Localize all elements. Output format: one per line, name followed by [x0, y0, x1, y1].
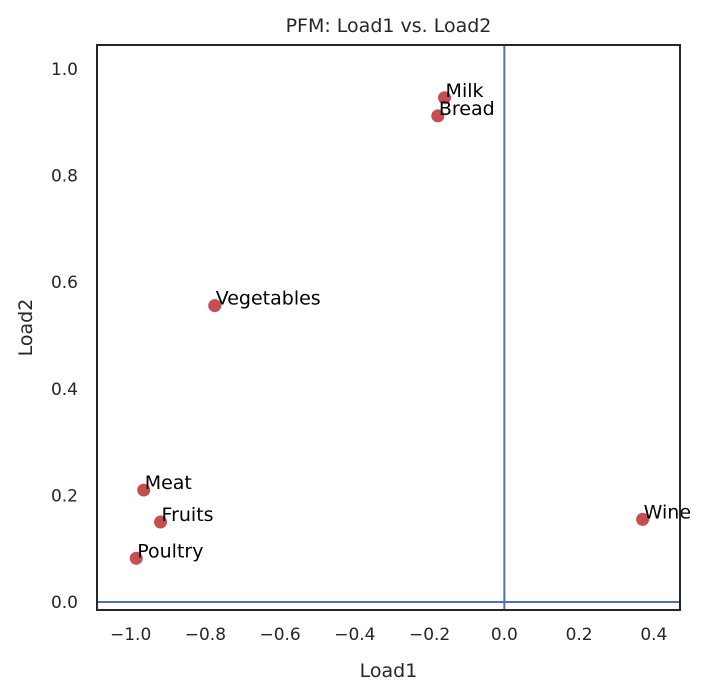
x-tick-label: 0.4: [640, 625, 667, 645]
data-point: [208, 299, 222, 313]
y-tick-label: 0.4: [51, 380, 78, 400]
plot-frame: [96, 44, 681, 611]
point-label: Meat: [145, 472, 192, 494]
y-axis-ticks: 0.0 0.2 0.4 0.6 0.8 1.0: [51, 60, 78, 613]
x-tick-label: 0.2: [566, 625, 593, 645]
x-tick-label: −0.4: [334, 625, 375, 645]
y-tick-label: 0.0: [51, 593, 78, 613]
y-tick-label: 0.8: [51, 167, 78, 187]
y-tick-label: 1.0: [51, 60, 78, 80]
data-point: [129, 551, 143, 565]
y-tick-label: 0.6: [51, 273, 78, 293]
x-tick-label: −0.8: [185, 625, 226, 645]
data-point: [137, 483, 151, 497]
x-tick-label: −0.6: [259, 625, 300, 645]
point-label: Poultry: [137, 540, 203, 562]
x-tick-label: −1.0: [110, 625, 151, 645]
point-label: Bread: [439, 98, 495, 120]
point-label: Vegetables: [216, 288, 321, 310]
x-axis-label: Load1: [360, 660, 418, 682]
point-label: Fruits: [162, 504, 214, 526]
x-tick-label: 0.0: [491, 625, 518, 645]
point-label: Milk: [446, 80, 484, 102]
x-axis-ticks: −1.0 −0.8 −0.6 −0.4 −0.2 0.0 0.2 0.4: [110, 625, 667, 645]
y-tick-label: 0.2: [51, 486, 78, 506]
x-tick-label: −0.2: [409, 625, 450, 645]
data-point: [636, 512, 650, 526]
y-axis-label: Load2: [15, 299, 37, 357]
data-point: [431, 109, 445, 123]
data-point: [154, 515, 168, 529]
data-point: [438, 91, 452, 105]
point-label: Wine: [644, 501, 691, 523]
chart-title: PFM: Load1 vs. Load2: [286, 15, 492, 37]
